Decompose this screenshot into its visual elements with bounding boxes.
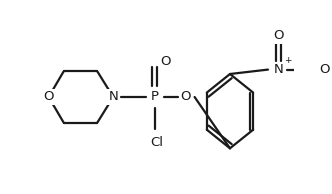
Text: O: O — [181, 90, 191, 104]
Text: N: N — [108, 90, 118, 104]
Text: N: N — [274, 63, 284, 76]
Text: Cl: Cl — [150, 136, 163, 149]
Text: −: − — [331, 56, 332, 65]
Text: P: P — [151, 90, 159, 104]
Text: +: + — [284, 56, 291, 65]
Text: O: O — [319, 63, 330, 76]
Text: O: O — [273, 29, 284, 42]
Text: O: O — [160, 55, 171, 68]
Text: O: O — [43, 90, 54, 104]
